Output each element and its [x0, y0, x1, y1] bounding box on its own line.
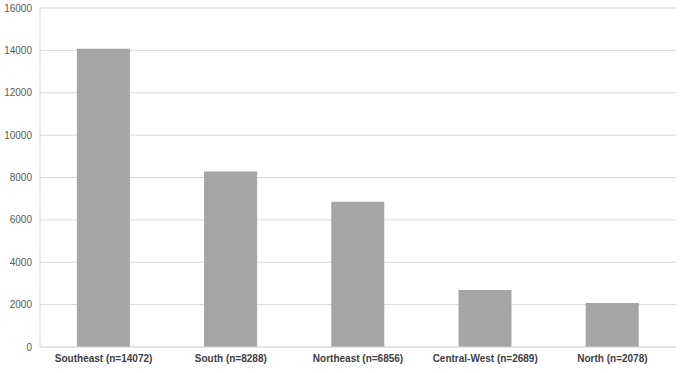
svg-text:14000: 14000 [8, 45, 32, 56]
svg-text:North (n=2078): North (n=2078) [577, 353, 647, 364]
svg-text:South (n=8288): South (n=8288) [195, 353, 267, 364]
svg-text:Central-West (n=2689): Central-West (n=2689) [433, 353, 538, 364]
svg-text:8000: 8000 [10, 172, 33, 183]
svg-text:0: 0 [26, 342, 32, 353]
svg-text:Southeast (n=14072): Southeast (n=14072) [55, 353, 153, 364]
svg-text:2000: 2000 [10, 299, 33, 310]
svg-text:16000: 16000 [8, 3, 32, 14]
svg-text:6000: 6000 [10, 214, 33, 225]
svg-text:12000: 12000 [8, 87, 32, 98]
svg-text:10000: 10000 [8, 130, 32, 141]
svg-text:Northeast (n=6856): Northeast (n=6856) [313, 353, 403, 364]
svg-text:4000: 4000 [10, 257, 33, 268]
